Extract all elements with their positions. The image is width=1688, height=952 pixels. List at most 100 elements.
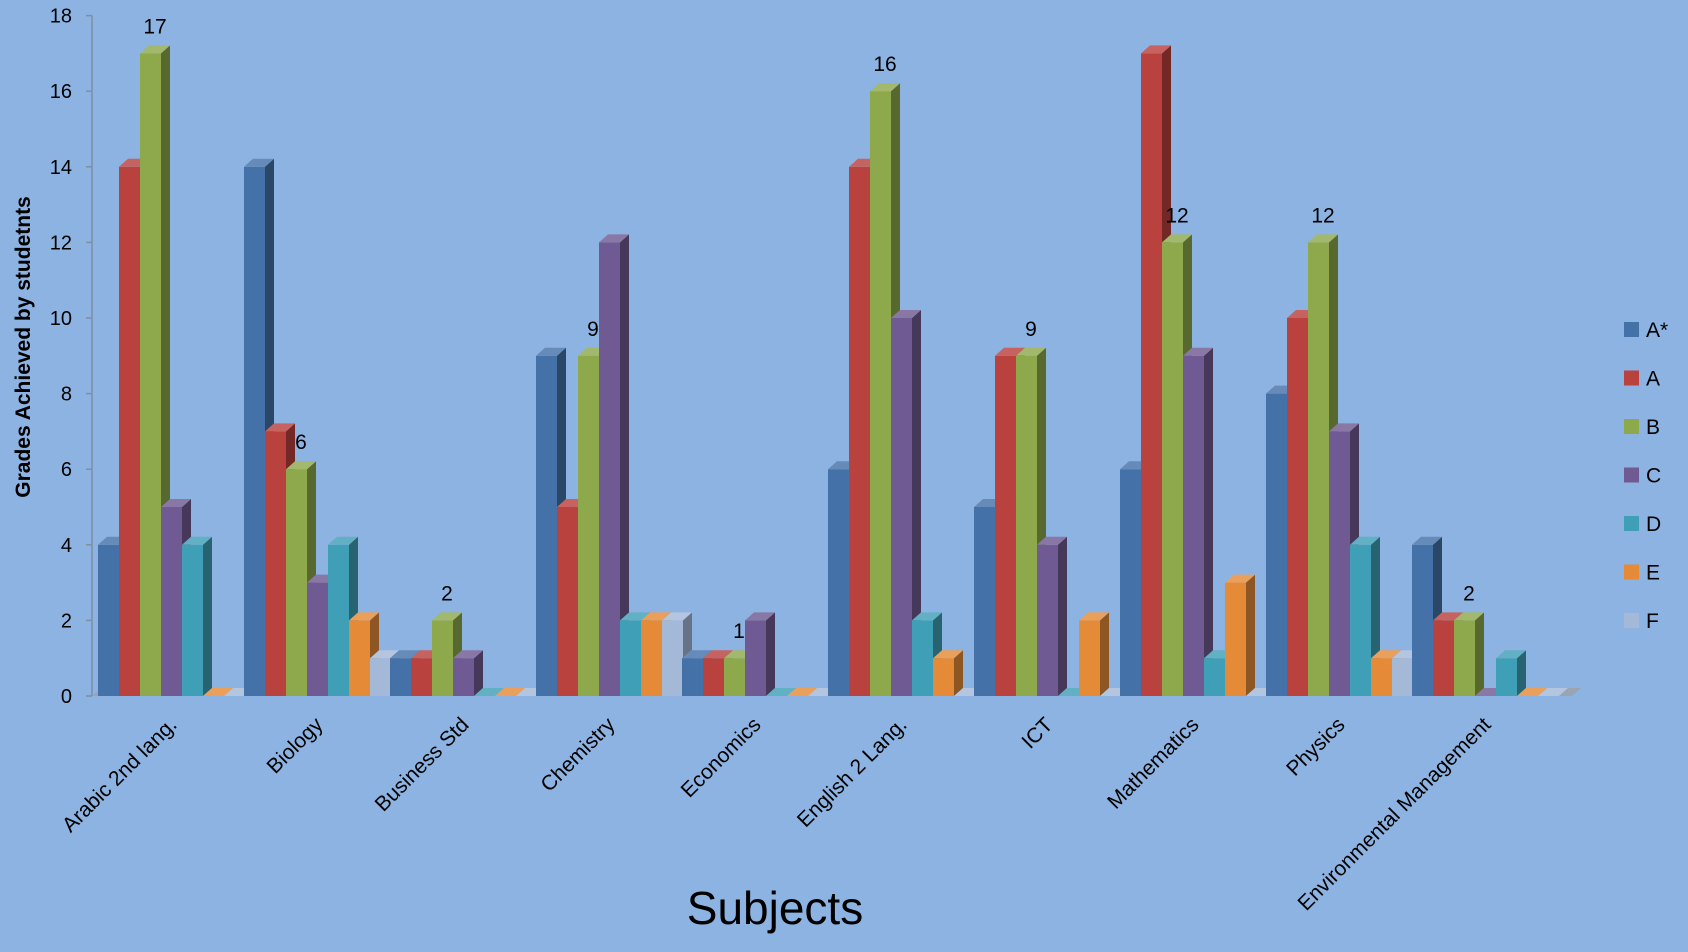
bar-front bbox=[453, 658, 474, 696]
bar-economics-c bbox=[745, 612, 775, 696]
bar-front bbox=[411, 658, 432, 696]
bar-top bbox=[1454, 612, 1484, 621]
bar-front bbox=[891, 318, 912, 696]
category-label-biology: Biology bbox=[263, 713, 328, 778]
data-label-environmental-management: 2 bbox=[1463, 582, 1475, 605]
bar-front bbox=[390, 658, 411, 696]
bar-front bbox=[161, 507, 182, 696]
bar-top bbox=[1350, 536, 1380, 545]
bar-front bbox=[724, 658, 745, 696]
bar-front bbox=[974, 507, 995, 696]
bar-business-std-e bbox=[495, 688, 525, 696]
bar-front bbox=[1204, 658, 1225, 696]
bar-english-2-lang-c bbox=[891, 310, 921, 696]
legend-item-e: E bbox=[1624, 562, 1660, 585]
data-label-economics: 1 bbox=[733, 620, 745, 643]
bar-top bbox=[641, 612, 671, 621]
bar-economics-e bbox=[787, 688, 817, 696]
bar-front bbox=[119, 166, 140, 697]
data-label-ict: 9 bbox=[1025, 318, 1037, 341]
bar-top bbox=[432, 612, 462, 621]
bar-top bbox=[662, 612, 692, 621]
bar-top bbox=[1329, 423, 1359, 432]
bar-side bbox=[912, 310, 921, 696]
y-tick-label: 6 bbox=[61, 459, 72, 481]
bar-front bbox=[536, 355, 557, 696]
bar-front bbox=[1120, 469, 1141, 696]
legend-item-d: D bbox=[1624, 513, 1661, 536]
data-label-chemistry: 9 bbox=[587, 318, 599, 341]
data-label-group: 17 6 2 9 1 16 9 12 12 2 bbox=[143, 15, 1475, 643]
bar-top bbox=[474, 688, 504, 696]
y-tick-label: 12 bbox=[50, 232, 72, 254]
bar-front bbox=[328, 544, 349, 696]
bar-top bbox=[1183, 347, 1213, 356]
bar-front bbox=[703, 658, 724, 696]
bar-front bbox=[578, 355, 599, 696]
bar-front bbox=[1329, 431, 1350, 696]
bar-top bbox=[1016, 347, 1046, 356]
bar-top bbox=[1517, 688, 1547, 696]
bar-top bbox=[787, 688, 817, 696]
bar-top bbox=[286, 461, 316, 470]
legend-label: F bbox=[1646, 610, 1659, 633]
bar-front bbox=[1454, 620, 1475, 696]
bar-top bbox=[933, 650, 963, 659]
bar-front bbox=[849, 166, 870, 697]
bar-economics-d bbox=[766, 688, 796, 696]
legend-item-a-star: A* bbox=[1624, 319, 1668, 342]
bar-side bbox=[203, 536, 212, 696]
bar-top bbox=[995, 347, 1025, 356]
bar-front bbox=[1287, 318, 1308, 696]
bar-top bbox=[182, 536, 212, 545]
bar-top bbox=[703, 650, 733, 659]
bar-arabic-2nd-lang-e bbox=[203, 688, 233, 696]
legend-item-a: A bbox=[1624, 368, 1660, 391]
bar-top bbox=[891, 310, 921, 318]
y-tick-label: 0 bbox=[61, 686, 72, 708]
bar-top bbox=[1225, 574, 1255, 583]
data-label-arabic-2nd-lang: 17 bbox=[143, 15, 166, 38]
bar-front bbox=[349, 620, 370, 696]
bar-front bbox=[662, 620, 683, 696]
legend-swatch bbox=[1624, 564, 1639, 580]
bar-side bbox=[474, 650, 483, 696]
legend-item-b: B bbox=[1624, 416, 1660, 439]
bar-side bbox=[1246, 574, 1255, 696]
category-label-physics: Physics bbox=[1282, 713, 1349, 780]
y-tick-label: 16 bbox=[50, 81, 72, 103]
bar-front bbox=[912, 620, 933, 696]
bar-front bbox=[620, 620, 641, 696]
bar-chemistry-c bbox=[599, 234, 629, 696]
bar-front bbox=[599, 242, 620, 696]
bar-front bbox=[98, 544, 119, 696]
data-label-mathematics: 12 bbox=[1165, 204, 1188, 227]
bar-top bbox=[1371, 650, 1401, 659]
bar-top bbox=[390, 650, 420, 659]
category-label-ict: ICT bbox=[1017, 713, 1057, 753]
bar-front bbox=[682, 658, 703, 696]
legend-swatch bbox=[1624, 370, 1639, 386]
x-axis-title: Subjects bbox=[687, 882, 863, 934]
bar-side bbox=[954, 650, 963, 696]
bar-front bbox=[244, 166, 265, 697]
bar-top bbox=[140, 45, 170, 54]
data-label-english-2-lang: 16 bbox=[873, 53, 896, 76]
bar-front bbox=[307, 582, 328, 696]
bar-side bbox=[1058, 536, 1067, 696]
bar-front bbox=[1141, 53, 1162, 696]
bar-mathematics-e bbox=[1225, 574, 1255, 696]
bar-front bbox=[745, 620, 766, 696]
bar-environmental-management-e bbox=[1517, 688, 1547, 696]
bar-top bbox=[682, 650, 712, 659]
bar-front bbox=[557, 507, 578, 696]
bar-front bbox=[995, 355, 1016, 696]
bar-environmental-management-f bbox=[1538, 688, 1568, 696]
bar-side bbox=[1475, 612, 1484, 696]
legend-label: B bbox=[1646, 416, 1660, 439]
legend-label: D bbox=[1646, 513, 1661, 536]
bar-business-std-c bbox=[453, 650, 483, 696]
y-tick-label: 2 bbox=[61, 610, 72, 632]
bar-front bbox=[182, 544, 203, 696]
bar-front bbox=[1392, 658, 1413, 696]
